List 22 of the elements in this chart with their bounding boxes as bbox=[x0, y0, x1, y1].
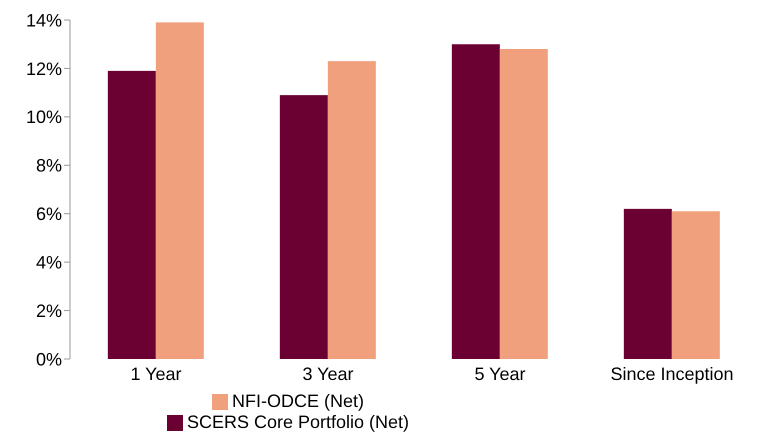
legend-label: SCERS Core Portfolio (Net) bbox=[186, 412, 410, 432]
x-tick-label: Since Inception bbox=[610, 364, 734, 384]
bar bbox=[624, 208, 672, 359]
x-tick-label: 1 Year bbox=[130, 364, 182, 384]
bar bbox=[108, 70, 156, 359]
bar bbox=[500, 49, 548, 359]
y-tick-label: 12% bbox=[26, 58, 62, 79]
x-tick-label: 5 Year bbox=[474, 364, 526, 384]
y-tick-label: 4% bbox=[36, 252, 62, 273]
y-tick-label: 10% bbox=[26, 107, 62, 128]
y-tick-label: 6% bbox=[36, 204, 62, 224]
bar bbox=[280, 95, 328, 359]
legend-label: NFI-ODCE (Net) bbox=[232, 391, 364, 411]
bar bbox=[328, 61, 376, 359]
y-tick-label: 0% bbox=[36, 349, 62, 370]
y-tick-label: 2% bbox=[36, 300, 62, 321]
y-tick-label: 8% bbox=[36, 156, 62, 176]
bar bbox=[672, 211, 720, 359]
bar bbox=[452, 44, 500, 359]
y-tick-label: 14% bbox=[26, 10, 62, 30]
bar bbox=[156, 22, 204, 359]
x-tick-label: 3 Year bbox=[302, 364, 354, 384]
